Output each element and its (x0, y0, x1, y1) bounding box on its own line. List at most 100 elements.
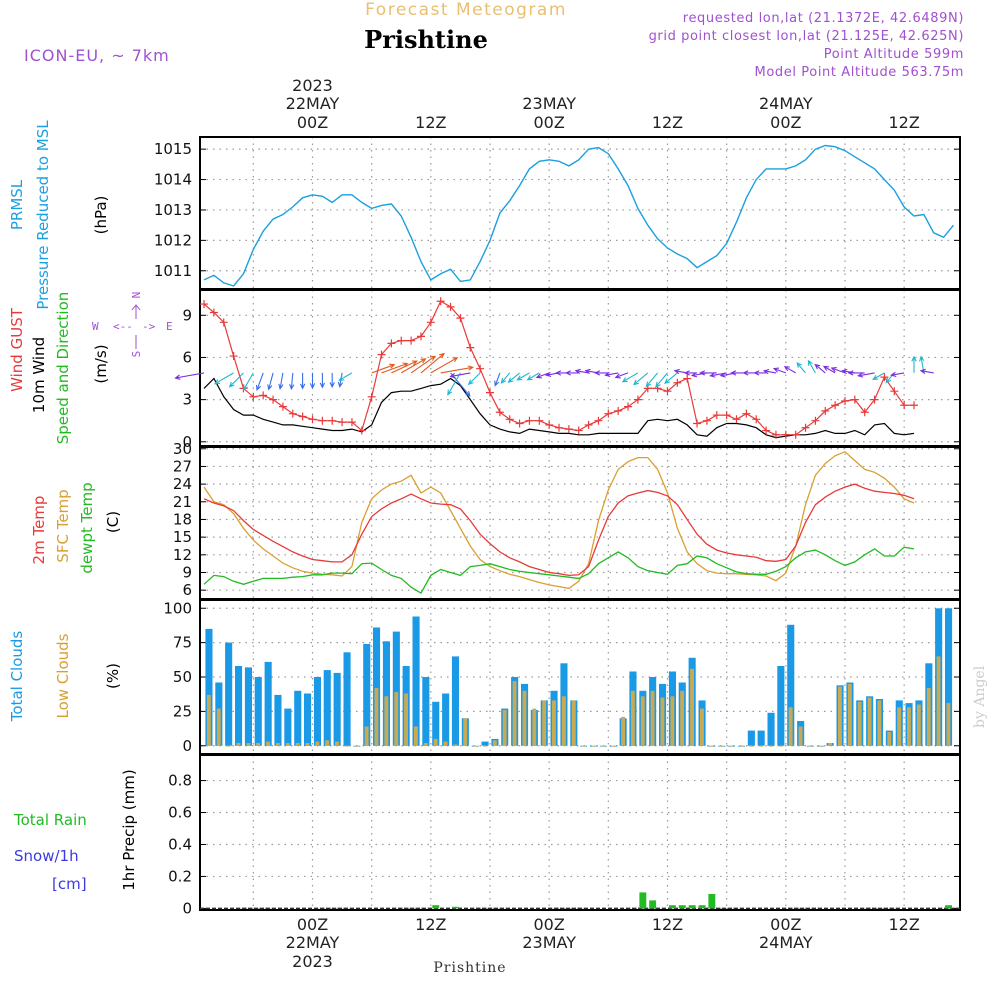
low-cloud-bar (611, 745, 616, 747)
gust-marker (515, 419, 524, 428)
wind-direction-arrow (872, 372, 885, 381)
wind-direction-arrow (664, 372, 678, 385)
rain-bar (708, 894, 716, 909)
gust-marker (209, 308, 218, 317)
low-cloud-bar (374, 688, 379, 746)
y-tick-label: 0.2 (168, 867, 192, 885)
total-cloud-bar (235, 666, 243, 746)
low-cloud-bar (926, 688, 931, 746)
total-cloud-bar (767, 712, 775, 746)
low-cloud-bar (788, 707, 793, 746)
low-cloud-bar (867, 697, 872, 746)
low-cloud-bar (877, 700, 882, 746)
total-cloud-bar (481, 741, 489, 746)
low-cloud-bar (305, 743, 310, 746)
y-tick-label: 30 (173, 440, 192, 458)
wind-direction-arrow (300, 372, 306, 390)
wind-direction-arrow (762, 368, 777, 375)
compass-arrow-w: <-- (113, 320, 133, 333)
y-tick-label: 1013 (154, 201, 192, 219)
clouds-panel: 0 25 50 75 100 (163, 599, 961, 755)
low-cloud-bar (266, 741, 270, 746)
low-cloud-bar (542, 700, 547, 746)
gust-marker (446, 302, 455, 311)
total-cloud-bar (343, 652, 351, 746)
total-cloud-bar (254, 677, 262, 746)
gust-marker (900, 401, 909, 410)
sfc-temp-label: SFC Temp (54, 489, 72, 562)
wind-direction-arrow (500, 372, 511, 384)
wind-direction-arrow (507, 372, 520, 384)
panel-frame (199, 136, 961, 290)
model-label: ICON-EU, ~ 7km (24, 46, 170, 65)
low-cloud-bar (739, 745, 744, 747)
gust-marker (200, 300, 209, 309)
low-cloud-bar (700, 708, 704, 746)
y-tick-label: 25 (173, 702, 192, 720)
compass-w: W (92, 320, 99, 333)
temperature-unit: (C) (104, 511, 122, 533)
wind-direction-arrow (594, 370, 609, 376)
gust-marker (377, 350, 386, 359)
rain-bar (945, 905, 952, 909)
requested-coords: requested lon,lat (21.1372E, 42.6489N) (683, 11, 964, 26)
wind-direction-arrow (645, 372, 659, 388)
top-time-label: 12Z (888, 113, 919, 132)
low-cloud-bar (650, 690, 655, 746)
gust-marker (693, 419, 702, 428)
low-cloud-bar (581, 745, 586, 747)
snow-unit: [cm] (52, 875, 87, 893)
gust-marker (278, 402, 287, 411)
wind-direction-arrow (309, 372, 316, 390)
top-time-label: 12Z (415, 113, 446, 132)
gust-marker (308, 415, 317, 424)
gust-marker (249, 392, 258, 401)
low-cloud-bar (946, 703, 951, 746)
watermark: by Angel (972, 665, 988, 728)
precip-panel: 0 0.2 0.4 0.6 0.8 (168, 754, 961, 917)
product-title: Forecast Meteogram (365, 0, 567, 20)
wind-gust-line (203, 300, 914, 436)
gust-marker (387, 339, 396, 348)
total-cloud-bar (264, 661, 272, 746)
wind-direction-arrow (822, 365, 836, 374)
total-cloud-bar (422, 677, 430, 746)
gust-marker (831, 401, 840, 410)
y-tick-label: 50 (173, 668, 192, 686)
low-cloud-bar (423, 743, 428, 746)
t2m-label: 2m Temp (30, 496, 48, 565)
gust-marker (683, 374, 692, 383)
low-cloud-bar (236, 743, 241, 746)
y-tick-label: 24 (173, 475, 192, 493)
low-cloud-bar (384, 696, 389, 746)
wind-direction-arrow (535, 372, 550, 379)
dewpt-label: dewpt Temp (78, 482, 96, 573)
pressure-unit: (hPa) (92, 196, 110, 235)
rain-bar (698, 905, 706, 909)
pressure-label: PRMSL (8, 179, 26, 230)
wind-direction-arrow (440, 365, 474, 374)
wind-direction-arrow (526, 372, 540, 381)
gust-marker (416, 332, 425, 341)
low-cloud-bar (828, 743, 832, 746)
low-cloud-bar (621, 716, 625, 746)
y-tick-label: 9 (182, 563, 192, 581)
wind-direction-arrow (890, 371, 905, 378)
total-cloud-bar (451, 656, 459, 746)
total-cloud-bar (787, 624, 795, 746)
low-cloud-bar (561, 696, 566, 746)
y-tick-label: 0.4 (168, 835, 192, 853)
gust-marker (791, 430, 800, 439)
gust-marker (880, 373, 889, 382)
low-cloud-bar (512, 681, 517, 746)
wind-direction-arrow (574, 368, 589, 375)
low-cloud-bar (532, 708, 537, 746)
panel-frame (199, 289, 961, 447)
gust-marker (910, 401, 919, 410)
total-cloud-bar (747, 730, 755, 746)
low-cloud-bar (847, 683, 852, 746)
wind-speed-label: 10m Wind (30, 337, 48, 413)
y-tick-label: 1012 (154, 231, 192, 249)
y-tick-label: 0 (182, 737, 192, 755)
